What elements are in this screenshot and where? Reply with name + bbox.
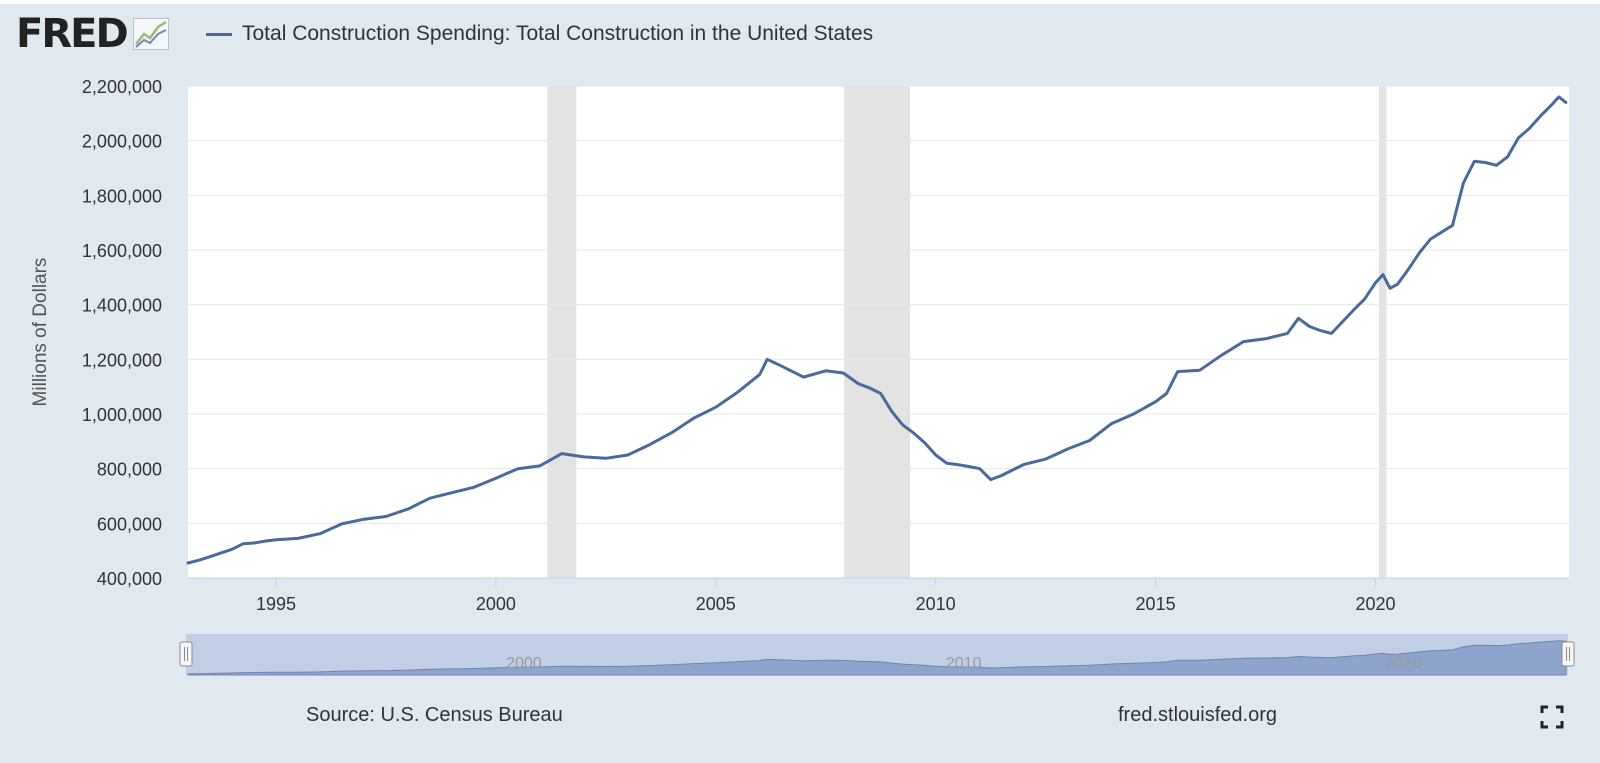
y-tick-label: 1,400,000 xyxy=(82,296,162,316)
fred-url-link[interactable]: fred.stlouisfed.org xyxy=(1118,704,1277,726)
y-tick-label: 2,200,000 xyxy=(82,77,162,97)
x-tick-label: 2020 xyxy=(1355,594,1395,614)
series-layer xyxy=(186,95,1568,565)
x-axis: 1995 2000 2005 2010 2015 2020 xyxy=(256,578,1396,614)
y-tick-label: 800,000 xyxy=(97,460,162,480)
top-bar xyxy=(0,0,1600,4)
range-navigator[interactable]: 2000 2010 2020 xyxy=(179,634,1575,676)
y-tick-label: 1,200,000 xyxy=(82,350,162,370)
y-tick-label: 1,600,000 xyxy=(82,241,162,261)
y-axis: 400,000 600,000 800,000 1,000,000 1,200,000 1… xyxy=(82,77,162,589)
navigator-area xyxy=(187,640,1567,676)
y-tick-label: 2,000,000 xyxy=(82,132,162,152)
y-tick-label: 400,000 xyxy=(97,569,162,589)
source-credit: Source: U.S. Census Bureau xyxy=(306,704,563,726)
x-tick-label: 2005 xyxy=(696,594,736,614)
chart-legend[interactable]: Total Construction Spending: Total Const… xyxy=(206,22,873,46)
x-tick-label: 1995 xyxy=(256,594,296,614)
series-line xyxy=(186,95,1568,565)
y-tick-label: 600,000 xyxy=(97,514,162,534)
y-tick-label: 1,800,000 xyxy=(82,186,162,206)
fred-logo[interactable]: FRED xyxy=(16,12,169,56)
recession-band xyxy=(547,86,577,578)
y-tick-label: 1,000,000 xyxy=(82,405,162,425)
recession-band xyxy=(844,86,911,578)
legend-label: Total Construction Spending: Total Const… xyxy=(242,22,874,45)
x-tick-label: 2000 xyxy=(476,594,516,614)
logo-text: FRED xyxy=(16,11,129,57)
navigator-ticks: 2000 2010 2020 xyxy=(506,655,1421,672)
x-tick-label: 2010 xyxy=(916,594,956,614)
navigator-handle-left[interactable] xyxy=(179,641,193,667)
navigator-tick-label: 2020 xyxy=(1386,655,1422,672)
y-axis-label: Millions of Dollars xyxy=(30,258,51,407)
navigator-tick-label: 2000 xyxy=(506,655,542,672)
line-graph-icon xyxy=(132,18,169,50)
recession-band xyxy=(1379,86,1387,578)
recession-shading xyxy=(547,86,1387,578)
legend-swatch xyxy=(206,32,232,36)
x-tick-label: 2015 xyxy=(1136,594,1176,614)
navigator-handle-right[interactable] xyxy=(1561,641,1575,667)
navigator-tick-label: 2010 xyxy=(946,655,982,672)
fullscreen-icon[interactable] xyxy=(1540,705,1564,729)
